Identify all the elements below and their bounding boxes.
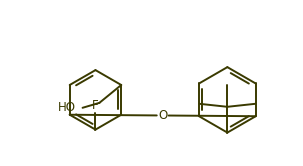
Text: F: F [92, 99, 99, 112]
Text: O: O [158, 109, 167, 122]
Text: HO: HO [58, 101, 76, 114]
